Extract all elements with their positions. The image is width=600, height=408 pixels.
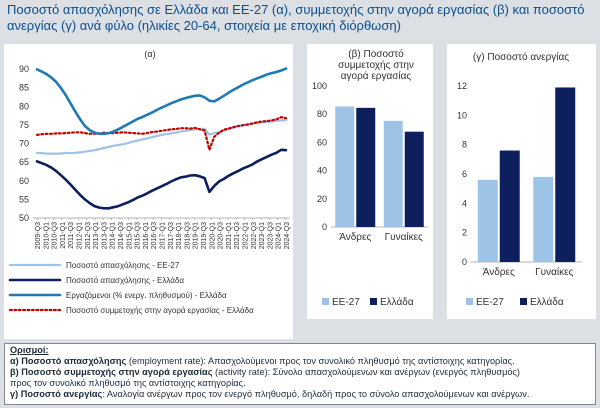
panel-a-legend-label: Ποσοστό συμμετοχής στην αγορά εργασίας -… xyxy=(66,306,254,315)
panel-a-ytick-label: 50 xyxy=(19,213,29,223)
panel-b-legend-label: Ελλάδα xyxy=(380,296,414,308)
panel-c-bar xyxy=(533,176,554,262)
panel-c-legend-swatch xyxy=(520,298,527,305)
def-b-text-2: προς τον συνολικό πληθυσμό της αντίστοιχ… xyxy=(10,378,246,388)
panel-b-ytick-label: 60 xyxy=(317,137,327,147)
panel-c-ytick-label: 6 xyxy=(462,169,467,179)
panel-b-ytick-label: 0 xyxy=(322,222,327,232)
panel-a-ytick-label: 70 xyxy=(19,139,29,149)
figure-title: Ποσοστό απασχόλησης σε Ελλάδα και ΕΕ-27 … xyxy=(7,2,595,34)
panel-c-legend-label: ΕΕ-27 xyxy=(476,297,504,308)
def-c-text: : Αναλογία ανέργων προς τον ενεργό πληθυ… xyxy=(102,389,530,399)
def-c-term: γ) Ποσοστό ανεργίας xyxy=(10,389,103,399)
panel-a-xtick-label: 2022-Q3 xyxy=(251,222,258,249)
panel-b-bar xyxy=(356,107,376,227)
panel-a-ytick-label: 80 xyxy=(19,101,29,111)
panel-b-bar xyxy=(383,120,403,227)
panel-a-xtick-label: 2014-Q1 xyxy=(110,222,117,249)
panel-a-xtick-label: 2019-Q3 xyxy=(201,222,208,249)
panel-a-legend-label: Ποσοστό απασχόλησης - ΕΕ-27 xyxy=(66,261,180,270)
panel-b-category-label: Άνδρες xyxy=(339,232,371,243)
panel-a-xtick-label: 2018-Q1 xyxy=(176,222,183,249)
panel-a-xtick-label: 2020-Q1 xyxy=(209,222,216,249)
panel-b-title: συμμετοχής στην xyxy=(338,59,414,71)
panel-b-ytick-label: 40 xyxy=(317,166,327,176)
panel-b-ytick-label: 100 xyxy=(312,81,327,91)
panel-a-label: (α) xyxy=(144,49,155,59)
panel-a-xtick-label: 2012-Q3 xyxy=(85,222,92,249)
panel-c-ytick-label: 10 xyxy=(457,110,467,120)
panel-a-xtick-label: 2016-Q3 xyxy=(151,222,158,249)
panel-c-category-label: Άνδρες xyxy=(483,267,515,278)
panel-c-ytick-label: 0 xyxy=(462,257,467,267)
definitions-heading: Ορισμοί: xyxy=(10,345,49,355)
panel-c-ytick-label: 12 xyxy=(457,81,467,91)
panel-a-xtick-label: 2021-Q3 xyxy=(234,222,241,249)
panel-a-ytick-label: 90 xyxy=(19,64,29,74)
panel-a-xtick-label: 2017-Q3 xyxy=(168,222,175,249)
panel-b-title: αγορά εργασίας xyxy=(341,70,412,82)
panel-a-xtick-label: 2023-Q3 xyxy=(267,222,274,249)
panel-a-xtick-label: 2010-Q3 xyxy=(52,222,59,249)
panel-a-xtick-label: 2016-Q1 xyxy=(143,222,150,249)
panel-c-bar xyxy=(499,150,520,262)
panel-a-xtick-label: 2015-Q3 xyxy=(135,222,142,249)
panel-a-xtick-label: 2009-Q3 xyxy=(35,222,42,249)
panel-a-ytick-label: 75 xyxy=(19,120,29,130)
panel-a-ytick-label: 85 xyxy=(19,83,29,93)
panel-a-xtick-label: 2021-Q1 xyxy=(226,222,233,249)
panel-a-xtick-label: 2023-Q1 xyxy=(259,222,266,249)
def-a-term: α) Ποσοστό απασχόλησης xyxy=(10,356,127,366)
panel-a-xtick-label: 2010-Q1 xyxy=(43,222,50,249)
panel-c-ytick-label: 2 xyxy=(462,228,467,238)
panel-a-series-line xyxy=(35,115,288,151)
def-a-text: (employment rate): Απασχολούμενοι προς τ… xyxy=(126,356,515,366)
panel-b-bar xyxy=(335,106,355,227)
definitions-box: Ορισμοί: α) Ποσοστό απασχόλησης (employm… xyxy=(4,343,596,405)
panel-a-xtick-label: 2020-Q3 xyxy=(218,222,225,249)
panel-a-xtick-label: 2011-Q1 xyxy=(60,222,67,249)
def-b-text: (activity rate): Σύνολο απασχολούμενων κ… xyxy=(212,367,520,377)
panel-a-ytick-label: 55 xyxy=(19,194,29,204)
panel-a-xtick-label: 2018-Q3 xyxy=(184,222,191,249)
panel-a-xtick-label: 2024-Q3 xyxy=(284,222,291,249)
panel-b-ytick-label: 20 xyxy=(317,194,327,204)
panel-c-ytick-label: 4 xyxy=(462,198,467,208)
panel-b-legend-label: ΕΕ-27 xyxy=(332,297,360,308)
panel-a-series-line xyxy=(35,67,288,136)
panel-c-legend-swatch xyxy=(466,298,473,305)
panel-b-bar xyxy=(404,131,424,227)
panel-b-legend-swatch xyxy=(322,298,329,305)
panel-a-ytick-label: 60 xyxy=(19,176,29,186)
panel-c-legend-label: Ελλάδα xyxy=(530,296,564,308)
panel-b-legend-swatch xyxy=(370,298,377,305)
panel-b-ytick-label: 80 xyxy=(317,109,327,119)
panel-a-series-line xyxy=(35,148,288,210)
panel-a-xtick-label: 2014-Q3 xyxy=(118,222,125,249)
panel-c-bar xyxy=(555,87,576,262)
panel-a-legend-label: Ποσοστό απασχόλησης - Ελλάδα xyxy=(66,276,184,285)
panel-a-xtick-label: 2015-Q1 xyxy=(126,222,133,249)
panel-a-xtick-label: 2022-Q1 xyxy=(243,222,250,249)
panel-a-xtick-label: 2019-Q1 xyxy=(193,222,200,249)
panel-a-xtick-label: 2013-Q3 xyxy=(101,222,108,249)
panel-a-xtick-label: 2011-Q3 xyxy=(68,222,75,249)
title-line-2: ανεργίας (γ) ανά φύλο (ηλικίες 20-64, στ… xyxy=(7,18,401,33)
panel-c-ytick-label: 8 xyxy=(462,140,467,150)
panel-c-title: (γ) Ποσοστό ανεργίας xyxy=(473,51,569,63)
panel-b-category-label: Γυναίκες xyxy=(385,231,423,243)
panel-a-ytick-label: 65 xyxy=(19,157,29,167)
panel-a-legend-label: Εργαζόμενοι (% ενεργ. πληθυσμού) - Ελλάδ… xyxy=(66,291,227,300)
panel-c-category-label: Γυναίκες xyxy=(535,266,573,278)
panel-a-xtick-label: 2012-Q1 xyxy=(77,222,84,249)
panel-c-bar xyxy=(477,179,498,262)
title-line-1: Ποσοστό απασχόλησης σε Ελλάδα και ΕΕ-27 … xyxy=(7,2,585,17)
def-b-term: β) Ποσοστό συμμετοχής στην αγορά εργασία… xyxy=(10,367,213,377)
panel-a-xtick-label: 2024-Q1 xyxy=(276,222,283,249)
panel-a-xtick-label: 2017-Q1 xyxy=(160,222,167,249)
panel-b-title: (β) Ποσοστό xyxy=(348,48,404,60)
panel-a-xtick-label: 2013-Q1 xyxy=(93,222,100,249)
